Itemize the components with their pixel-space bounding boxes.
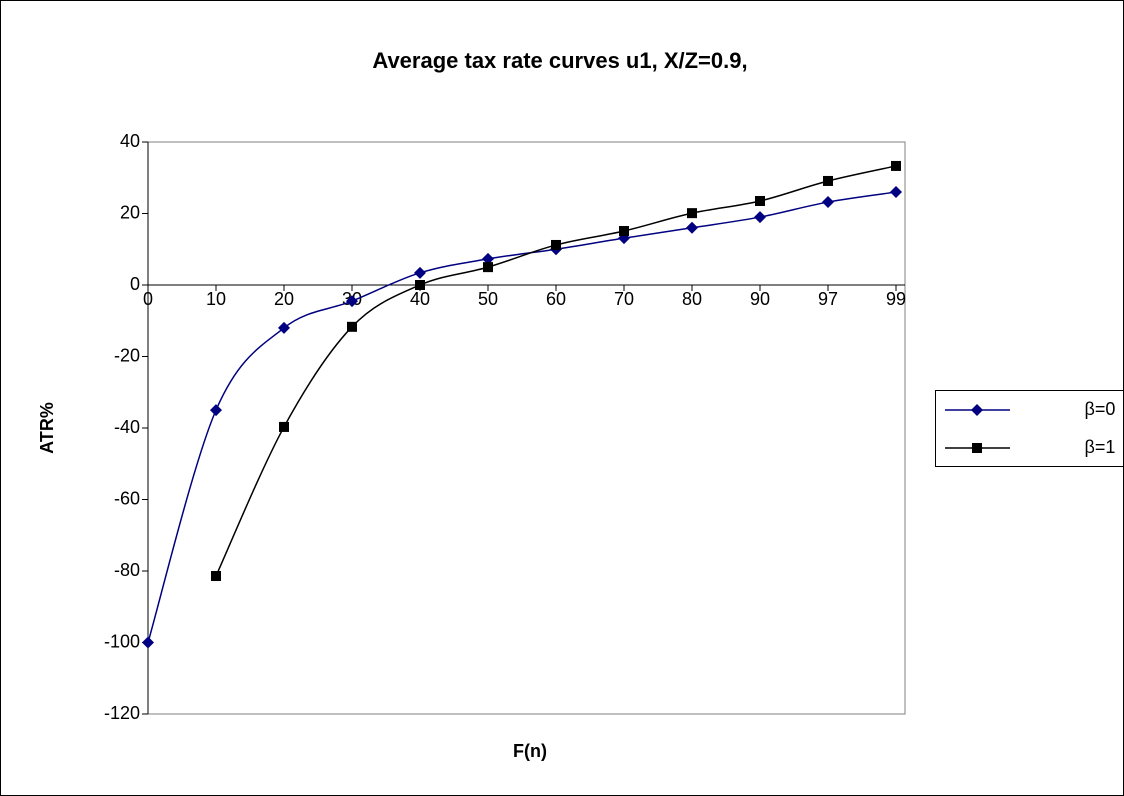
y-axis-label: ATR% [37,402,57,454]
legend-label: β=0 [1085,399,1116,419]
y-tick-label: 20 [120,202,140,222]
data-point [483,262,493,273]
data-point [482,252,494,265]
legend-label: β=1 [1085,437,1116,457]
data-point [414,266,426,279]
data-point [686,221,698,234]
x-tick-label: 0 [143,289,153,309]
data-point [142,636,154,649]
data-point [822,196,834,209]
data-point [619,226,629,237]
x-tick-label: 80 [682,289,702,309]
data-point [346,295,358,308]
y-tick-label: -120 [104,703,140,723]
x-tick-label: 20 [274,289,294,309]
legend [935,390,1124,467]
data-point [823,175,833,186]
series-line [215,165,897,577]
data-point [687,208,697,219]
legend-marker [971,404,983,416]
data-point [415,280,425,290]
x-tick-label: 90 [750,289,770,309]
y-tick-label: 40 [120,131,140,151]
legend-marker [972,443,982,453]
y-tick-label: 0 [130,274,140,294]
y-tick-label: -40 [114,417,140,437]
data-point [347,321,357,332]
x-tick-label: 99 [886,289,906,309]
data-point [278,321,290,334]
data-point [279,421,289,432]
x-tick-label: 10 [206,289,226,309]
x-tick-label: 70 [614,289,634,309]
y-tick-label: -80 [114,560,140,580]
data-point [551,239,561,250]
x-tick-label: 97 [818,289,838,309]
y-tick-label: -100 [104,631,140,651]
data-point [210,404,222,417]
x-tick-label: 50 [478,289,498,309]
x-axis-label: F(n) [513,741,547,761]
data-point [891,160,901,171]
x-tick-label: 60 [546,289,566,309]
data-point [211,571,221,582]
y-tick-label: -60 [114,488,140,508]
x-tick-label: 40 [410,289,430,309]
data-point [755,195,765,206]
data-point [890,186,902,199]
data-point [754,211,766,224]
y-tick-label: -20 [114,345,140,365]
chart-title: Average tax rate curves u1, X/Z=0.9, [372,48,747,73]
